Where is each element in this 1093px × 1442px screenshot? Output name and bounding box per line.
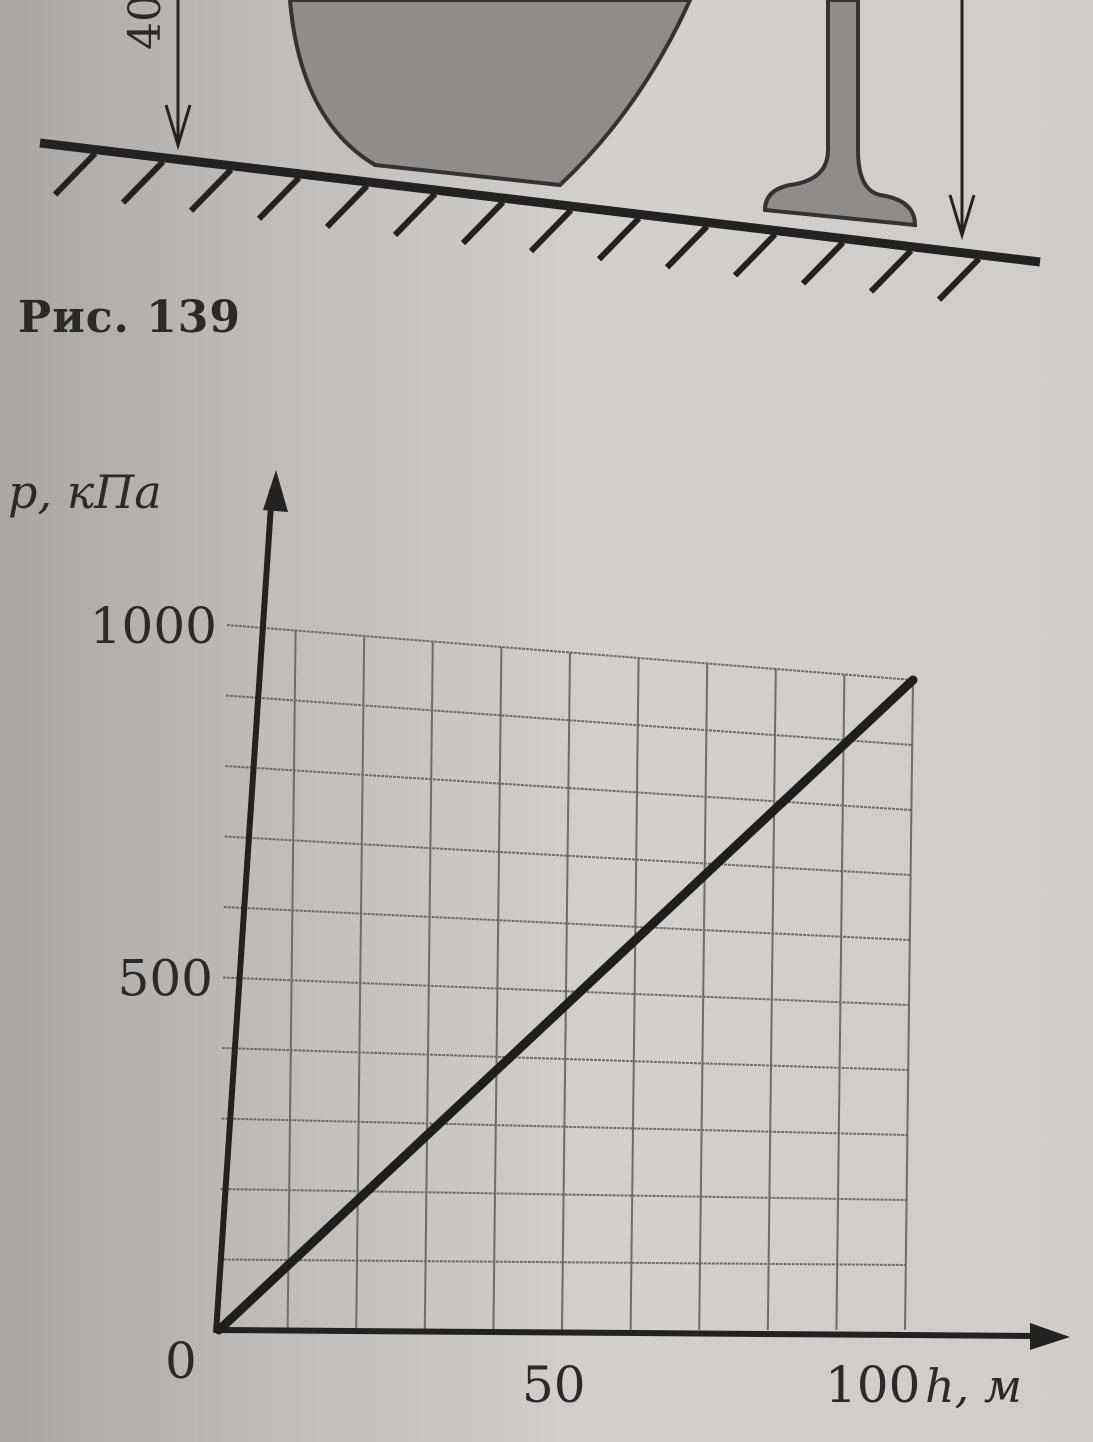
tick-labels: 50 100 500 1000: [90, 597, 921, 1414]
series-layer: [214, 675, 918, 1335]
hatch-mark: [256, 175, 302, 221]
x-axis-arrow-icon: [1030, 1323, 1070, 1350]
grid-line-horizontal: [225, 765, 912, 811]
dimension-label: 40: [120, 0, 171, 50]
figure-caption: Рис. 139: [18, 292, 241, 343]
y-axis-label: p, кПа: [8, 465, 162, 519]
grid-line-vertical: [561, 652, 571, 1331]
grid-line-horizontal: [222, 1047, 909, 1071]
hatch-mark: [52, 151, 98, 197]
grid-line-vertical: [629, 657, 640, 1331]
hatch-mark: [188, 167, 234, 213]
hatch-mark: [596, 216, 642, 262]
grid-line-horizontal: [219, 1258, 906, 1266]
grid-line-horizontal: [226, 694, 913, 746]
hatch-mark: [800, 240, 846, 286]
arrowhead-left: [164, 104, 192, 151]
vessel-shape: [287, 0, 693, 188]
hatch-mark: [392, 191, 438, 238]
tube-shape: [762, 0, 918, 228]
hatch-mark: [460, 200, 506, 246]
grid-line-horizontal: [226, 624, 914, 681]
grid: [219, 624, 914, 1331]
grid-line-horizontal: [222, 976, 910, 1006]
grid-line-horizontal: [224, 835, 911, 876]
hatch-mark: [732, 232, 778, 278]
ground-line: [39, 138, 1041, 267]
x-tick-label: 50: [522, 1356, 586, 1414]
series-line: [214, 675, 918, 1335]
y-tick-label: 1000: [90, 597, 217, 655]
grid-line-horizontal: [221, 1117, 908, 1136]
y-axis-arrow-icon: [263, 470, 288, 512]
ground-hatching: [52, 151, 982, 302]
x-axis-label: h, м: [925, 1359, 1022, 1413]
hatch-mark: [528, 208, 574, 254]
grid-line-horizontal: [220, 1188, 907, 1201]
hatch-mark: [120, 159, 166, 205]
hatch-mark: [868, 248, 914, 294]
arrowhead-right: [948, 194, 976, 241]
hatch-mark: [664, 224, 710, 270]
y-axis: [213, 489, 275, 1334]
y-tick-label: 500: [118, 950, 213, 1008]
grid-line-horizontal: [223, 906, 910, 941]
hatch-mark: [324, 183, 370, 230]
x-tick-label: 100: [825, 1356, 920, 1414]
hatch-mark: [936, 256, 982, 302]
pressure-depth-chart: 50 100 500 1000 0 p, кПа h, м: [8, 465, 1070, 1414]
x-axis: [214, 1327, 1041, 1339]
origin-label: 0: [165, 1332, 197, 1390]
